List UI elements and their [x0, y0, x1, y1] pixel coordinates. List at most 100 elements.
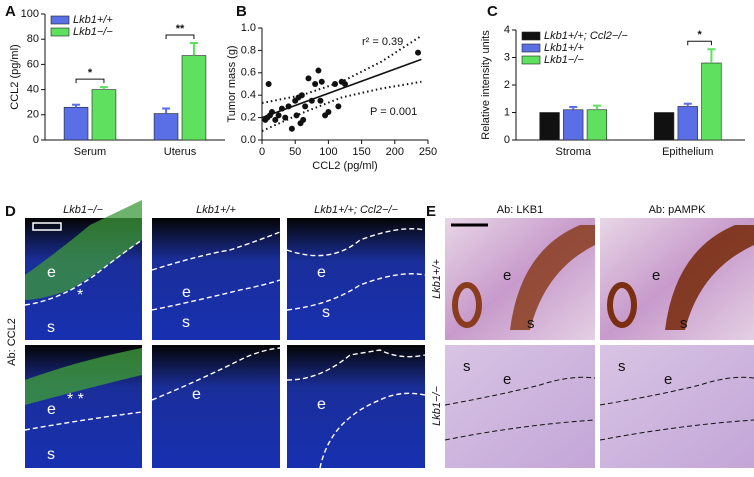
tissue-label: e: [652, 267, 660, 284]
legend-label: Lkb1−/−: [544, 54, 584, 66]
x-tick-label: Serum: [74, 146, 106, 158]
legend-swatch: [521, 55, 541, 65]
fit-line: [261, 80, 422, 132]
y-axis-title: Tumor mass (g): [226, 45, 238, 122]
tissue-label: *: [77, 287, 83, 304]
point: [293, 112, 300, 119]
annotation: r² = 0.39: [362, 36, 403, 48]
bar: [539, 112, 560, 141]
x-tick-label: 250: [419, 146, 437, 158]
legend-swatch: [521, 43, 541, 53]
x-tick-label: 50: [289, 146, 301, 158]
x-tick-label: Epithelium: [662, 146, 713, 158]
y-tick-label: 60: [27, 58, 39, 70]
point: [335, 103, 342, 110]
y-tick-label: 0.4: [241, 89, 256, 101]
y-tick-label: 20: [27, 109, 39, 121]
tissue-label: e: [503, 371, 511, 388]
column-label: Ab: LKB1: [497, 204, 543, 216]
row-label: Lkb1+/+: [431, 259, 443, 299]
tissue-label: s: [618, 358, 626, 375]
significance: *: [697, 29, 702, 41]
bar: [91, 89, 117, 141]
legend-label: Lkb1+/+: [73, 14, 113, 26]
y-tick-label: 0: [504, 134, 510, 146]
bar: [653, 112, 675, 141]
tissue-label: e: [192, 386, 201, 403]
y-tick-label: 0.6: [241, 67, 256, 79]
point: [315, 67, 322, 74]
y-tick-label: 0: [33, 134, 39, 146]
bar: [586, 109, 608, 141]
tissue-label: e: [503, 267, 511, 284]
y-axis-title: Relative intensity units: [480, 30, 492, 140]
tissue-label: s: [47, 319, 55, 336]
bar: [153, 113, 179, 141]
significance: **: [176, 23, 185, 35]
panel-label: A: [5, 3, 16, 20]
point: [265, 81, 272, 87]
bar: [677, 106, 698, 141]
tissue-label: e: [317, 396, 326, 413]
tissue-label: s: [47, 446, 55, 463]
y-tick-label: 80: [27, 33, 39, 45]
y-tick-label: 3: [504, 51, 510, 63]
y-tick-label: 4: [504, 24, 510, 36]
legend-label: Lkb1+/+; Ccl2−/−: [544, 30, 628, 42]
point: [302, 103, 309, 110]
point: [415, 49, 422, 56]
tissue-label: e: [182, 284, 191, 301]
x-tick-label: 100: [319, 146, 337, 158]
fit-line: [261, 58, 422, 119]
y-tick-label: 100: [21, 8, 39, 20]
x-tick-label: Stroma: [556, 146, 592, 158]
micrograph-e: [444, 218, 754, 468]
significance-bracket: [165, 34, 195, 39]
annotation: P = 0.001: [370, 106, 417, 118]
bar: [701, 62, 722, 141]
tissue-label: s: [322, 304, 330, 321]
column-label: Lkb1+/+; Ccl2−/−: [314, 204, 398, 216]
point: [325, 109, 332, 115]
tissue-label: * *: [67, 391, 84, 408]
x-tick-label: Uterus: [164, 146, 197, 158]
panel-label: C: [487, 3, 498, 20]
tissue-label: e: [47, 401, 56, 418]
column-label: Lkb1+/+: [196, 204, 236, 216]
y-axis-title: CCL2 (pg/ml): [9, 44, 21, 109]
point: [312, 81, 319, 87]
tissue-label: s: [680, 315, 688, 332]
significance-bracket: [75, 78, 105, 84]
tissue-label: e: [664, 371, 672, 388]
micrograph-d: [24, 200, 426, 469]
significance-bracket: [687, 40, 712, 46]
panel-label: B: [236, 3, 247, 20]
legend-swatch: [50, 15, 70, 25]
point: [342, 81, 348, 87]
bar: [181, 55, 207, 141]
significance: *: [88, 67, 93, 79]
y-tick-label: 0.8: [241, 44, 256, 56]
y-tick-label: 0.2: [241, 112, 256, 124]
tissue-label: s: [463, 358, 471, 375]
x-tick-label: 150: [352, 146, 370, 158]
x-axis-title: CCL2 (pg/ml): [312, 160, 377, 172]
legend-label: Lkb1−/−: [73, 26, 113, 38]
fit-line: [261, 35, 422, 105]
bar: [63, 106, 89, 141]
bar: [563, 109, 584, 141]
point: [305, 75, 312, 82]
point: [275, 112, 282, 119]
legend-swatch: [521, 31, 541, 41]
x-tick-label: 200: [386, 146, 404, 158]
column-label: Lkb1−/−: [63, 204, 103, 216]
point: [318, 78, 325, 85]
column-label: Ab: pAMPK: [649, 204, 707, 216]
point: [272, 116, 279, 123]
tissue-label: s: [527, 315, 535, 332]
y-tick-label: 1.0: [241, 22, 256, 34]
y-tick-label: 0.0: [241, 134, 256, 146]
tissue-label: e: [317, 264, 326, 281]
row-label: Ab: CCL2: [6, 318, 18, 366]
